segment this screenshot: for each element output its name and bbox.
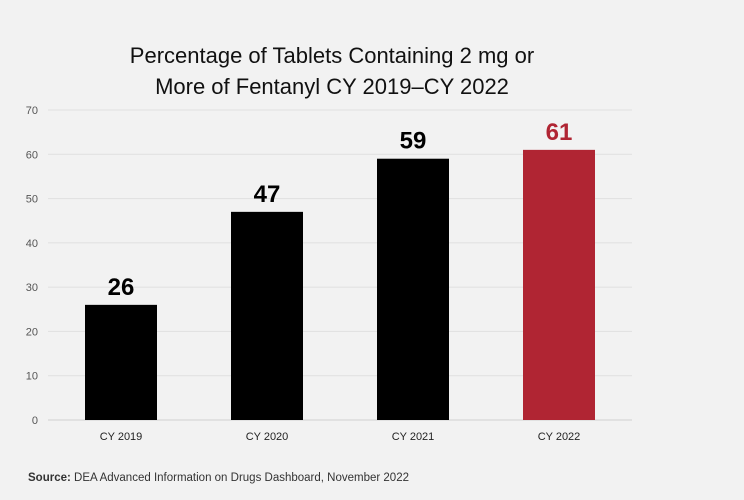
bar (231, 211, 303, 420)
data-label: 59 (400, 128, 427, 155)
data-label: 61 (546, 119, 573, 146)
y-tick-label: 60 (26, 149, 38, 161)
y-tick-label: 40 (26, 238, 38, 250)
y-tick-label: 10 (26, 371, 38, 383)
x-tick-label: CY 2022 (538, 431, 581, 443)
chart-title: Percentage of Tablets Containing 2 mg or… (0, 40, 664, 102)
data-label: 26 (108, 274, 135, 301)
bar (85, 304, 157, 420)
y-tick-label: 70 (26, 105, 38, 117)
x-tick-label: CY 2021 (392, 431, 435, 443)
data-label: 47 (254, 181, 281, 208)
source-text: DEA Advanced Information on Drugs Dashbo… (70, 472, 409, 484)
bar (523, 149, 595, 420)
y-tick-label: 50 (26, 194, 38, 206)
chart-title-line-1: Percentage of Tablets Containing 2 mg or (129, 43, 535, 68)
y-tick-label: 0 (32, 415, 38, 427)
source-label: Source: (28, 472, 71, 484)
bar (377, 158, 449, 420)
x-tick-label: CY 2019 (100, 431, 143, 443)
y-tick-label: 20 (26, 326, 38, 338)
chart-title-line-2: More of Fentanyl CY 2019–CY 2022 (155, 74, 509, 99)
source-note: Source: DEA Advanced Information on Drug… (28, 472, 409, 484)
x-tick-label: CY 2020 (246, 431, 289, 443)
y-tick-label: 30 (26, 282, 38, 294)
